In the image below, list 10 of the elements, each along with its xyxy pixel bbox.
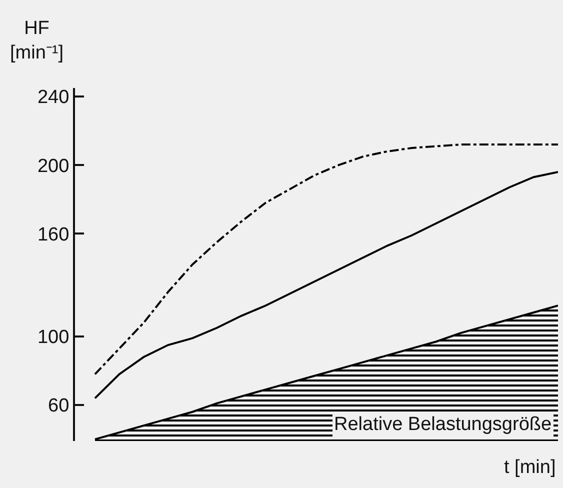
y-tick-label: 100 xyxy=(37,327,70,348)
y-tick-label: 200 xyxy=(37,156,70,177)
y-tick-label: 240 xyxy=(37,87,70,108)
x-axis-title: t [min] xyxy=(504,457,556,478)
y-tick-label: 160 xyxy=(37,224,70,246)
series-label: Relative Belastungsgröße xyxy=(334,414,552,435)
y-axis-title: HF [min⁻¹] xyxy=(10,18,64,64)
line-series xyxy=(94,144,558,376)
y-tick-label: 60 xyxy=(48,396,70,417)
line-series xyxy=(94,170,558,400)
